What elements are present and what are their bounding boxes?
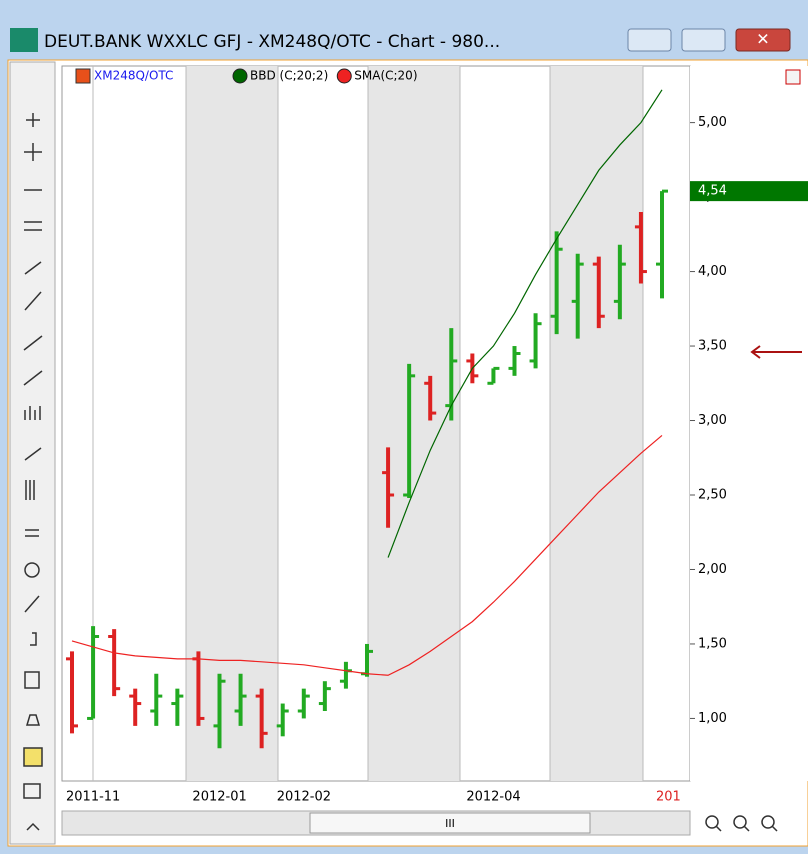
y-tick-label: 2,00 [698, 562, 727, 577]
close-button[interactable] [735, 28, 791, 52]
pointer-arrow-head [750, 345, 761, 359]
scroll-thumb[interactable] [309, 812, 591, 834]
x-tick-label: 2012-02 [277, 790, 331, 805]
y-tick-label: 3,00 [698, 413, 727, 428]
y-tick-label: 1,50 [698, 636, 727, 651]
last-price-box [690, 181, 808, 202]
x-tick-label: 201 [656, 790, 681, 805]
window-title: DEUT.BANK WXXLC GFJ - XM248Q/OTC - Chart… [44, 32, 500, 52]
x-tick-label: 2012-01 [192, 790, 246, 805]
y-tick-label: 5,00 [698, 115, 727, 130]
indicator-line [387, 89, 663, 558]
zoom-icons[interactable] [705, 815, 778, 832]
indicator-line [71, 434, 663, 676]
scroll-grip: III [445, 817, 455, 830]
app-icon [10, 28, 38, 52]
maximize-button[interactable] [681, 28, 726, 52]
time-bands [186, 66, 643, 781]
toolbar [9, 61, 56, 845]
legend-swatch [336, 68, 352, 84]
legend-swatch [75, 68, 91, 84]
x-tick-label: 2011-11 [66, 790, 120, 805]
legend-swatch [232, 68, 248, 84]
toolbar-icons [23, 113, 43, 831]
legend-label: BBD (C;20;2) [250, 69, 328, 83]
y-tick-label: 3,50 [698, 339, 727, 354]
legend-label: XM248Q/OTC [94, 69, 173, 83]
y-tick-label: 1,00 [698, 711, 727, 726]
lock-icon[interactable] [785, 69, 801, 85]
close-icon: ✕ [756, 30, 769, 49]
legend-label: SMA(C;20) [354, 69, 417, 83]
minimize-button[interactable] [627, 28, 672, 52]
x-tick-label: 2012-04 [466, 790, 520, 805]
y-tick-label: 2,50 [698, 488, 727, 503]
y-tick-label: 4,00 [698, 264, 727, 279]
last-price-label: 4,54 [698, 184, 727, 199]
